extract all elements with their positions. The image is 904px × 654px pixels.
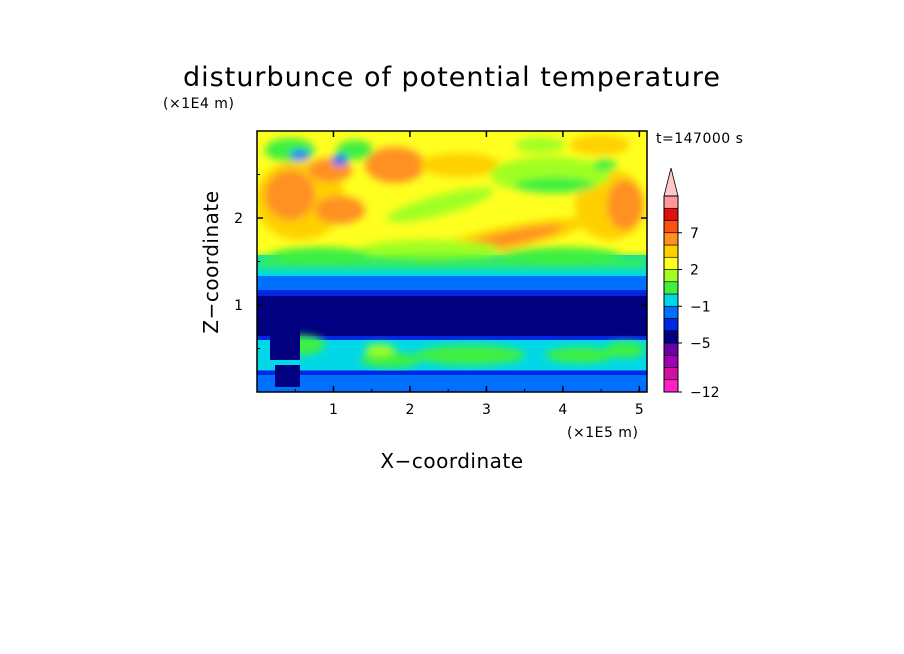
x-tick-label: 5: [635, 402, 644, 418]
colorbar-swatch: [663, 367, 679, 381]
axes: 1 2 3 4 5 1 2: [234, 131, 647, 418]
colorbar-swatch: [663, 354, 679, 368]
colorbar-swatch: [663, 220, 679, 234]
y-tick-label: 2: [234, 211, 243, 227]
x-tick-label: 3: [482, 402, 491, 418]
y-tick-label: 1: [234, 298, 243, 314]
y-axis-unit: (×1E4 m): [163, 96, 234, 112]
time-label: t=147000 s: [656, 131, 743, 147]
colorbar-tick-label: −1: [690, 299, 711, 315]
band-darkcore: [257, 296, 647, 336]
x-tick-label: 1: [329, 402, 338, 418]
heatmap-field: [257, 131, 647, 392]
colorbar-tick-label: 2: [690, 263, 699, 279]
colorbar-swatch: [663, 195, 679, 209]
colorbar-frame: [663, 195, 679, 393]
colorbar-swatch: [663, 256, 679, 270]
colorbar-swatch: [663, 281, 679, 295]
colorbar-swatch: [663, 207, 679, 221]
colorbar-swatch: [663, 342, 679, 356]
x-tick-label: 2: [405, 402, 414, 418]
band-blue-upper: [257, 276, 647, 294]
colorbar-swatch: [663, 293, 679, 307]
colorbar-swatch: [663, 318, 679, 332]
colorbar-swatch: [663, 232, 679, 246]
x-axis-unit: (×1E5 m): [567, 425, 638, 441]
colorbar-swatch: [663, 330, 679, 344]
colorbar-tick-label: 7: [690, 226, 699, 242]
colorbar-tick-label: −5: [690, 336, 711, 352]
colorbar-swatch: [663, 379, 679, 393]
colorbar-swatch: [663, 305, 679, 319]
y-axis-label: Z−coordinate: [199, 190, 223, 333]
colorbar-extension-arrow: [663, 167, 679, 197]
x-tick-label: 4: [558, 402, 567, 418]
colorbar: 7 2 −1 −5 −12: [663, 167, 720, 401]
colorbar-swatch: [663, 244, 679, 258]
colorbar-swatch: [663, 269, 679, 283]
colorbar-tick-label: −12: [690, 385, 720, 401]
x-axis-label: X−coordinate: [380, 449, 523, 473]
band-bottom-dark: [257, 371, 647, 375]
chart-title: disturbunce of potential temperature: [183, 62, 721, 93]
